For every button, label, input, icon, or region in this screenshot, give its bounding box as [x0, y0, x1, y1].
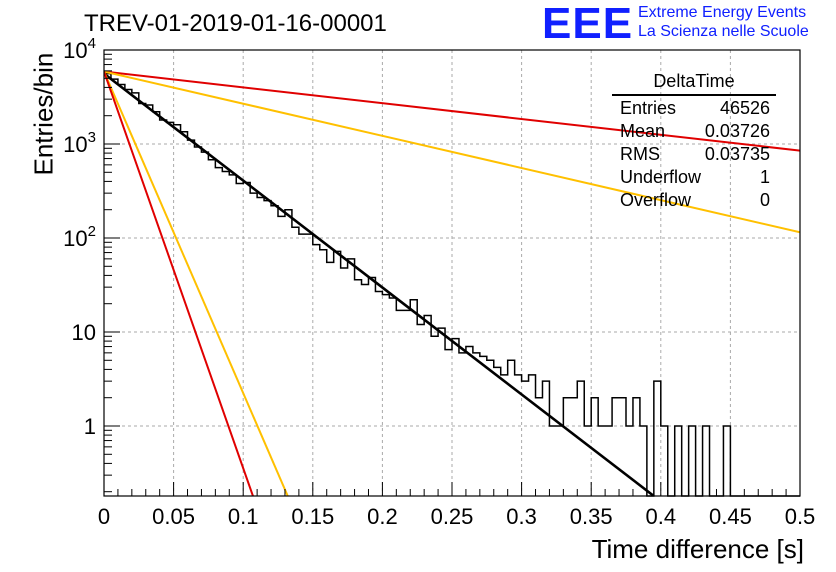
- chart-title: TREV-01-2019-01-16-00001: [84, 10, 387, 37]
- x-tick-label: 0.35: [570, 504, 613, 529]
- stats-value: 0.03735: [704, 144, 770, 164]
- stats-value: 1: [759, 167, 770, 187]
- stats-label: Entries: [620, 98, 677, 118]
- fit-line-black-0: [104, 72, 655, 496]
- fit-line-orange-3: [104, 71, 289, 496]
- stats-value: 46526: [719, 98, 770, 118]
- stats-row-mean: Mean 0.03726: [612, 120, 776, 143]
- y-tick-label: 102: [63, 223, 96, 251]
- y-tick-label: 1: [84, 414, 96, 439]
- stats-label: RMS: [620, 144, 660, 164]
- x-tick-label: 0.1: [228, 504, 259, 529]
- stats-title: DeltaTime: [612, 70, 776, 96]
- stats-label: Overflow: [620, 190, 692, 210]
- stats-box: DeltaTime Entries 46526 Mean 0.03726 RMS…: [612, 70, 776, 212]
- x-tick-label: 0.15: [291, 504, 334, 529]
- fit-line-orange-2: [104, 70, 800, 234]
- x-axis-label: Time difference [s]: [591, 534, 804, 564]
- x-tick-label: 0.2: [367, 504, 398, 529]
- x-tick-label: 0.4: [646, 504, 677, 529]
- x-tick-label: 0.05: [152, 504, 195, 529]
- x-tick-label: 0.3: [506, 504, 537, 529]
- stats-row-overflow: Overflow 0: [612, 189, 776, 212]
- stats-value: 0: [759, 190, 770, 210]
- eee-logo: EEE: [542, 0, 634, 48]
- stats-row-underflow: Underflow 1: [612, 166, 776, 189]
- y-tick-label: 104: [63, 35, 96, 63]
- x-tick-label: 0: [98, 504, 110, 529]
- stats-value: 0.03726: [704, 121, 770, 141]
- stats-label: Underflow: [620, 167, 702, 187]
- logo-line-1: Extreme Energy Events: [638, 4, 807, 21]
- y-axis-label: Entries/bin: [28, 52, 59, 176]
- y-tick-label: 10: [72, 320, 96, 345]
- fit-line-red-4: [104, 71, 254, 496]
- x-tick-label: 0.45: [709, 504, 752, 529]
- fit-line-red-1: [104, 70, 800, 152]
- logo-line-2: La Scienza nelle Scuole: [638, 23, 809, 40]
- stats-row-entries: Entries 46526: [612, 97, 776, 120]
- stats-row-rms: RMS 0.03735: [612, 143, 776, 166]
- x-tick-label: 0.25: [431, 504, 474, 529]
- eee-logo-text: Extreme Energy Events La Scienza nelle S…: [638, 3, 809, 41]
- stats-label: Mean: [620, 121, 666, 141]
- y-tick-label: 103: [63, 129, 96, 157]
- x-tick-label: 0.5: [785, 504, 816, 529]
